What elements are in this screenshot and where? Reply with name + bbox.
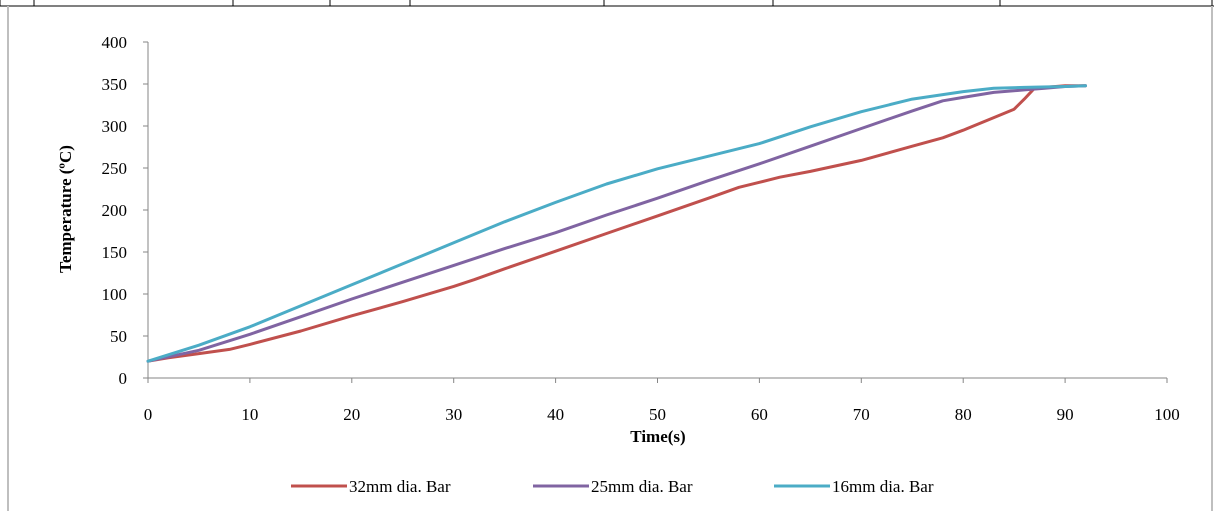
y-tick-label: 100 <box>102 285 128 304</box>
x-tick-label: 30 <box>445 405 462 424</box>
legend-label-16mm: 16mm dia. Bar <box>832 477 934 496</box>
x-tick-labels: 0 10 20 30 40 50 60 70 80 90 100 <box>144 405 1180 424</box>
x-tick-label: 20 <box>343 405 360 424</box>
x-tick-label: 100 <box>1154 405 1180 424</box>
y-tick-label: 300 <box>102 117 128 136</box>
y-tick-label: 150 <box>102 243 128 262</box>
y-axis-title: Temperature (ºC) <box>56 145 75 273</box>
x-tick-label: 10 <box>241 405 258 424</box>
y-tick-label: 350 <box>102 75 128 94</box>
x-tick-label: 80 <box>955 405 972 424</box>
y-tick-label: 200 <box>102 201 128 220</box>
legend: 32mm dia. Bar 25mm dia. Bar 16mm dia. Ba… <box>291 477 934 496</box>
legend-item-32mm: 32mm dia. Bar <box>291 477 451 496</box>
y-tick-label: 250 <box>102 159 128 178</box>
y-tick-marks <box>143 41 148 379</box>
y-tick-label: 400 <box>102 33 128 52</box>
legend-item-16mm: 16mm dia. Bar <box>774 477 934 496</box>
x-tick-label: 90 <box>1057 405 1074 424</box>
legend-label-25mm: 25mm dia. Bar <box>591 477 693 496</box>
x-tick-label: 40 <box>547 405 564 424</box>
series-line-32mm <box>146 84 1087 363</box>
legend-item-25mm: 25mm dia. Bar <box>533 477 693 496</box>
y-tick-label: 0 <box>119 369 128 388</box>
x-tick-marks <box>147 378 1168 383</box>
x-tick-label: 0 <box>144 405 153 424</box>
plot-axes <box>143 41 1168 383</box>
y-tick-label: 50 <box>110 327 127 346</box>
x-tick-label: 50 <box>649 405 666 424</box>
legend-label-32mm: 32mm dia. Bar <box>349 477 451 496</box>
x-axis-title: Time(s) <box>630 427 685 446</box>
y-tick-labels: 0 50 100 150 200 250 300 350 400 <box>102 33 128 388</box>
series-layer <box>146 84 1087 363</box>
x-tick-label: 60 <box>751 405 768 424</box>
series-line-16mm <box>146 84 1087 363</box>
x-tick-label: 70 <box>853 405 870 424</box>
series-line-25mm <box>146 84 1087 363</box>
